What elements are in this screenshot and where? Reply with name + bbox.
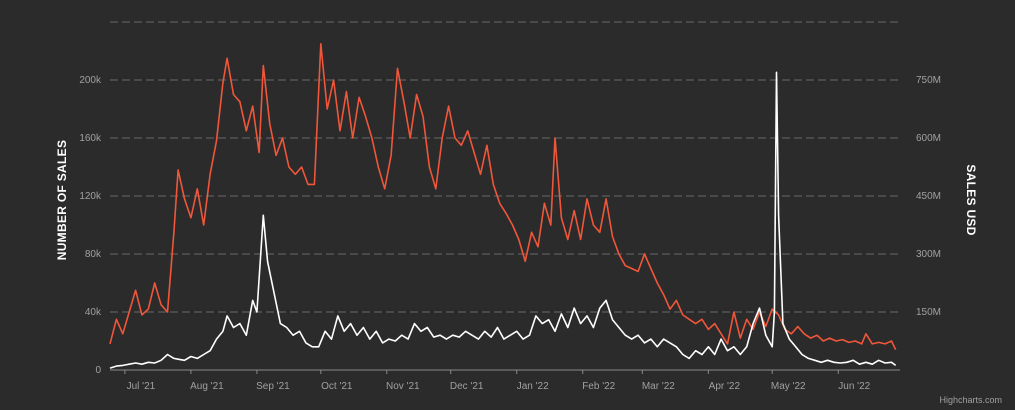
left-axis-ticks: 0 40k 80k 120k 160k 200k — [79, 75, 102, 376]
x-tick-label: Feb '22 — [582, 381, 615, 392]
credits-link[interactable]: Highcharts.com — [939, 395, 1002, 405]
x-tick-label: Dec '21 — [450, 381, 484, 392]
sales-count-line[interactable] — [109, 43, 897, 351]
x-tick-label: Nov '21 — [386, 381, 420, 392]
right-tick-label: 450M — [916, 191, 941, 202]
left-tick-label: 40k — [85, 307, 102, 318]
left-tick-label: 200k — [79, 75, 102, 86]
right-axis-title: SALES USD — [964, 164, 978, 235]
x-tick-label: Apr '22 — [709, 381, 741, 392]
left-tick-label: 120k — [79, 191, 102, 202]
x-tick-label: Jan '22 — [517, 381, 549, 392]
right-tick-label: 600M — [916, 133, 941, 144]
right-tick-label: 750M — [916, 75, 941, 86]
right-tick-label: 300M — [916, 249, 941, 260]
x-tick-label: Mar '22 — [642, 381, 675, 392]
x-tick-label: Jul '21 — [127, 381, 156, 392]
right-axis-ticks: 150M 300M 450M 600M 750M — [916, 75, 941, 318]
right-tick-label: 150M — [916, 307, 941, 318]
series-lines — [109, 43, 897, 369]
x-axis-ticks: Jul '21 Aug '21 Sep '21 Oct '21 Nov '21 Dec '… — [124, 370, 871, 392]
x-tick-label: May '22 — [771, 381, 806, 392]
left-axis-title: NUMBER OF SALES — [55, 140, 69, 261]
x-tick-label: Aug '21 — [190, 381, 224, 392]
x-tick-label: Oct '21 — [321, 381, 353, 392]
x-tick-label: Jun '22 — [838, 381, 870, 392]
x-tick-label: Sep '21 — [256, 381, 290, 392]
left-tick-label: 160k — [79, 133, 102, 144]
left-tick-label: 80k — [85, 249, 102, 260]
left-tick-label: 0 — [95, 365, 101, 376]
sales-usd-line[interactable] — [109, 71, 897, 369]
